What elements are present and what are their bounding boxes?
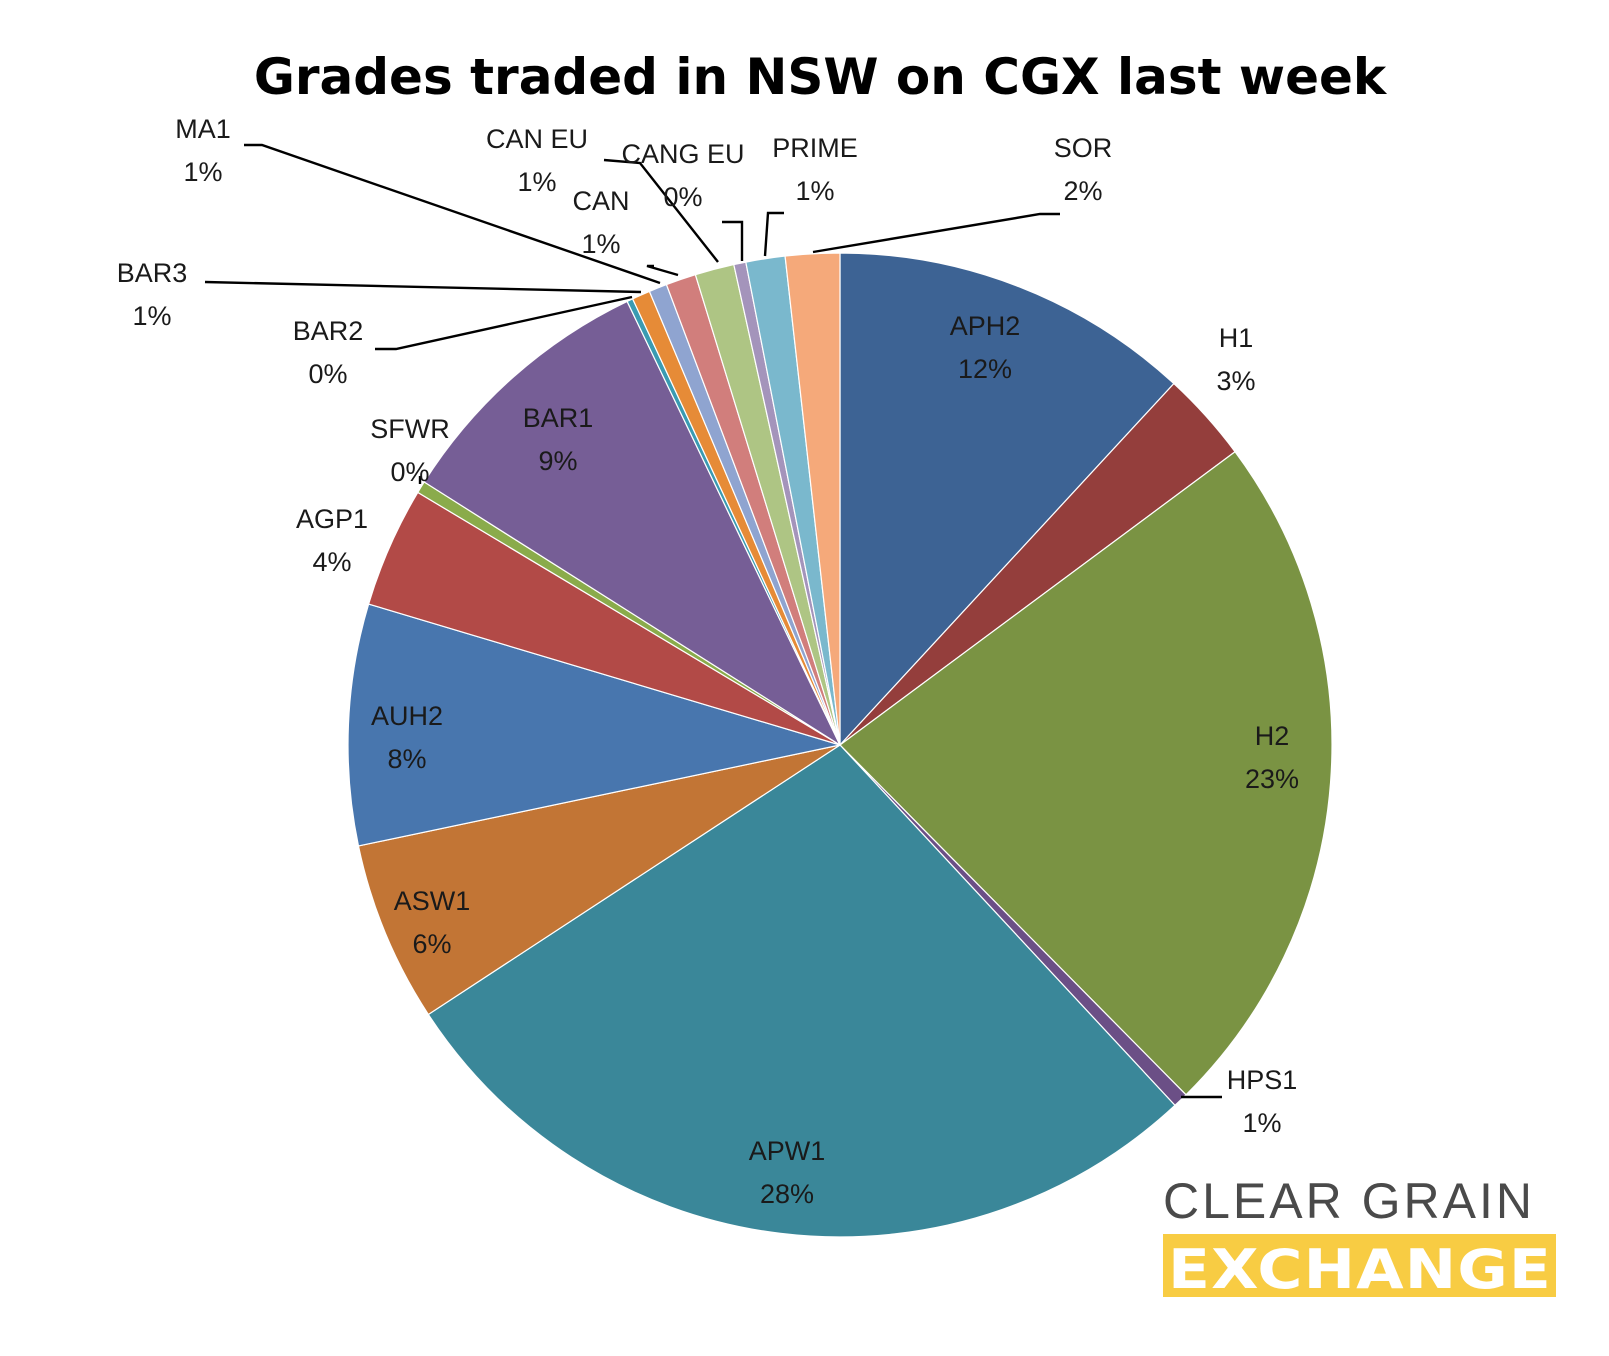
label-apw1: APW1 28% (749, 1136, 826, 1209)
leader-line-ma1 (244, 143, 661, 285)
label-name: APH2 (950, 311, 1021, 341)
label-bar1: BAR1 9% (523, 403, 594, 476)
label-name: H2 (1255, 721, 1290, 751)
label-name: SOR (1054, 133, 1113, 163)
label-percent: 6% (412, 929, 451, 959)
slice-aph2 (839, 252, 1175, 747)
slice-bar1 (423, 300, 842, 747)
logo-text-exchange: EXCHANGE (1168, 1238, 1552, 1301)
label-prime: PRIME 1% (772, 133, 858, 206)
label-sor: SOR 2% (1054, 133, 1113, 206)
label-can: CAN 1% (572, 186, 629, 259)
leader-line-sor (812, 212, 1060, 254)
label-percent: 0% (663, 182, 702, 212)
label-percent: 4% (312, 547, 351, 577)
pie-slices (347, 252, 1333, 1238)
slice-apw1 (427, 744, 1176, 1238)
slice-sor (784, 252, 841, 746)
slice-h2 (839, 450, 1333, 1096)
label-agp1: AGP1 4% (296, 504, 368, 577)
leader-line-can-eu (603, 158, 719, 263)
label-percent: 1% (795, 176, 834, 206)
label-percent: 9% (538, 446, 577, 476)
slice-asw1 (357, 744, 841, 1016)
label-name: BAR1 (523, 403, 594, 433)
label-ma1: MA1 1% (175, 114, 231, 187)
label-bar3: BAR3 1% (117, 258, 188, 331)
label-name: HPS1 (1227, 1065, 1298, 1095)
label-h1: H1 3% (1216, 323, 1255, 396)
label-name: PRIME (772, 133, 858, 163)
label-percent: 0% (308, 359, 347, 389)
label-name: BAR2 (293, 316, 364, 346)
label-hps1: HPS1 1% (1227, 1065, 1298, 1138)
label-percent: 28% (760, 1179, 814, 1209)
label-percent: 1% (581, 229, 620, 259)
label-percent: 1% (1242, 1108, 1281, 1138)
leader-lines (204, 143, 1222, 1099)
label-percent: 12% (958, 354, 1012, 384)
label-percent: 23% (1245, 764, 1299, 794)
chart-title: Grades traded in NSW on CGX last week (254, 48, 1388, 106)
leader-line-cang-eu (722, 220, 744, 261)
label-can-eu: CAN EU 1% (486, 124, 588, 197)
label-name: AUH2 (371, 701, 443, 731)
label-percent: 1% (517, 167, 556, 197)
label-percent: 3% (1216, 366, 1255, 396)
label-auh2: AUH2 8% (371, 701, 443, 774)
label-name: APW1 (749, 1136, 826, 1166)
label-asw1: ASW1 6% (394, 886, 471, 959)
clear-grain-exchange-logo: CLEAR GRAIN EXCHANGE (1163, 1173, 1556, 1301)
leader-line-prime (763, 211, 784, 257)
label-name: H1 (1219, 323, 1254, 353)
label-h2: H2 23% (1245, 721, 1299, 794)
label-name: CAN (572, 186, 629, 216)
label-name: AGP1 (296, 504, 368, 534)
label-percent: 1% (183, 157, 222, 187)
leader-line-bar3 (204, 280, 642, 294)
slice-auh2 (347, 603, 841, 847)
label-percent: 2% (1063, 176, 1102, 206)
label-name: ASW1 (394, 886, 471, 916)
label-name: SFWR (370, 414, 449, 444)
slice-labels: APH2 12%H1 3%H2 23%HPS1 1%APW1 28%ASW1 6%AUH2 8… (117, 114, 1299, 1209)
label-name: MA1 (175, 114, 231, 144)
label-cang-eu: CANG EU 0% (621, 139, 744, 212)
label-sfwr: SFWR 0% (370, 414, 449, 487)
label-percent: 0% (390, 457, 429, 487)
label-bar2: BAR2 0% (293, 316, 364, 389)
leader-line-can (646, 264, 679, 277)
label-percent: 8% (387, 744, 426, 774)
logo-yellow-band (1163, 1234, 1556, 1297)
label-name: BAR3 (117, 258, 188, 288)
label-name: CANG EU (621, 139, 744, 169)
label-percent: 1% (132, 301, 171, 331)
label-aph2: APH2 12% (950, 311, 1021, 384)
logo-text-clear-grain: CLEAR GRAIN (1163, 1173, 1535, 1229)
label-name: CAN EU (486, 124, 588, 154)
leader-line-bar2 (375, 295, 633, 351)
